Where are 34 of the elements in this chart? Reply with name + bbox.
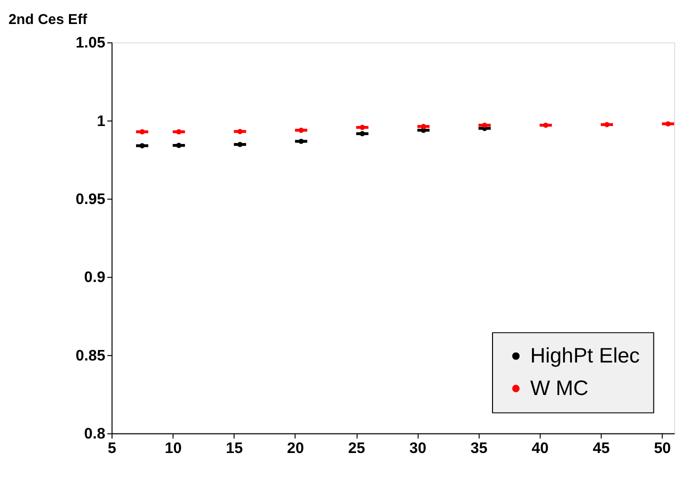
point: [604, 122, 610, 128]
legend-label: W MC: [530, 377, 588, 400]
point: [237, 128, 243, 134]
x-tick-label: 50: [654, 440, 671, 457]
y-tick-label: 1.05: [76, 34, 106, 52]
point: [360, 131, 365, 136]
point: [237, 142, 243, 148]
point: [176, 129, 182, 134]
point: [360, 124, 365, 130]
legend-label: HighPt Elec: [530, 344, 640, 368]
point: [298, 138, 304, 144]
x-tick-label: 45: [592, 440, 610, 457]
y-tick-label: 0.95: [76, 190, 106, 208]
chart-title: 2nd Ces Eff: [8, 12, 88, 28]
point: [298, 128, 304, 133]
x-tick-label: 15: [226, 440, 244, 457]
point: [665, 121, 671, 126]
point: [543, 122, 548, 128]
x-tick-label: 40: [532, 440, 549, 457]
x-tick-label: 10: [164, 440, 182, 457]
y-tick-label: 0.9: [84, 269, 106, 286]
point: [140, 129, 145, 134]
point: [420, 124, 426, 130]
x-tick-label: 25: [348, 440, 366, 457]
y-tick-label: 0.85: [76, 347, 106, 364]
x-tick-label: 5: [108, 440, 117, 457]
point: [176, 142, 182, 148]
x-tick-label: 35: [470, 440, 488, 457]
y-tick-label: 1: [96, 112, 106, 130]
point: [140, 143, 145, 148]
y-tick-label: 0.8: [84, 426, 106, 443]
x-tick-label: 30: [409, 440, 426, 457]
point: [482, 122, 488, 128]
x-tick-label: 20: [287, 440, 304, 457]
